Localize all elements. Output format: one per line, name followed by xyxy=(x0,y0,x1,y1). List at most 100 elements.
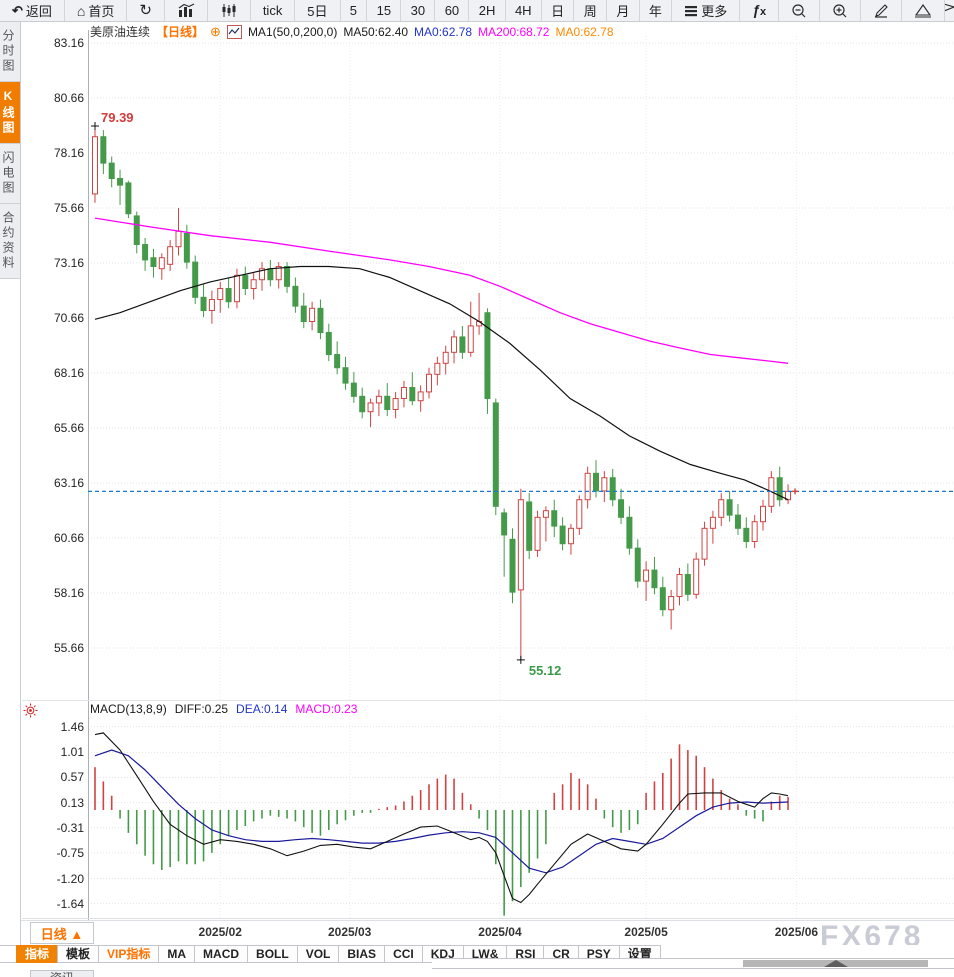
home-button[interactable]: ⌂ 首页 xyxy=(65,0,128,21)
ma0-orange-value: MA0:62.78 xyxy=(555,24,614,39)
interval-4h-button-label: 4H xyxy=(514,3,532,18)
interval-week-button[interactable]: 周 xyxy=(574,0,608,21)
sidebar-tab-contract[interactable]: 合约资料 xyxy=(0,204,20,279)
tab-vip-indicator[interactable]: VIP指标 xyxy=(98,945,160,963)
ma50-value: MA50:62.40 xyxy=(343,24,409,39)
period-selector-button[interactable]: 日线 ▲ xyxy=(30,922,94,944)
macd-settings-label: MACD(13,8,9) xyxy=(90,701,167,716)
zoom-in-button[interactable] xyxy=(820,0,862,21)
interval-tick-button[interactable]: tick xyxy=(251,0,296,21)
macd-axis-label: -1.64 xyxy=(56,896,84,911)
diff-value: DIFF:0.25 xyxy=(174,701,229,716)
interval-60-button[interactable]: 60 xyxy=(435,0,470,21)
ma-settings-label: MA1(50,0,200,0) xyxy=(247,24,338,39)
tab-news-partial[interactable]: 资讯 xyxy=(30,970,94,977)
top-toolbar: ↶ 返回 ⌂ 首页 ↻ tick 5日 5 15 30 60 2H 4H 日周月年更多 ƒx xyxy=(0,0,954,22)
candlestick-button[interactable] xyxy=(208,0,251,21)
macd-axis-label: -0.31 xyxy=(56,820,84,835)
low-price-label: 55.12 xyxy=(529,663,562,678)
price-axis-label: 60.66 xyxy=(53,531,84,545)
draw-button[interactable] xyxy=(861,0,903,21)
ma50-line xyxy=(94,265,789,501)
panel-drag-handle[interactable] xyxy=(743,960,928,967)
shape-flag-button[interactable] xyxy=(944,0,954,21)
interval-15-button[interactable]: 15 xyxy=(367,0,402,21)
x-axis-row xyxy=(21,920,954,946)
tab-ma[interactable]: MA xyxy=(158,945,196,963)
add-overlay-icon[interactable]: ⊕ xyxy=(210,24,221,39)
ma200-line xyxy=(94,217,789,364)
interval-5d-button[interactable]: 5日 xyxy=(295,0,341,21)
sidebar-tab-lightning[interactable]: 闪电图 xyxy=(0,144,20,204)
candles xyxy=(92,125,792,660)
interval-tick-button-label: tick xyxy=(262,3,283,18)
sidebar-tab-timeshare[interactable]: 分时图 xyxy=(0,22,20,82)
dea-value: DEA:0.14 xyxy=(236,701,288,716)
interval-month-button[interactable]: 月 xyxy=(607,0,640,21)
month-axis-label: 2025/05 xyxy=(624,925,668,939)
dea-line xyxy=(94,749,789,874)
price-axis-label: 70.66 xyxy=(53,311,84,325)
tabs-row-spacer xyxy=(0,945,17,963)
interval-year-button[interactable]: 年 xyxy=(640,0,673,21)
home-button-label: 首页 xyxy=(88,4,115,19)
interval-day-button[interactable]: 日 xyxy=(542,0,575,21)
macd-axis-label: -0.75 xyxy=(56,845,84,860)
month-axis-label: 2025/03 xyxy=(327,925,372,939)
interval-month-button-label: 月 xyxy=(616,4,630,19)
sidebar-tab-kline[interactable]: K线图 xyxy=(0,82,20,144)
more-button[interactable]: 更多 xyxy=(672,0,741,21)
high-price-label: 79.39 xyxy=(101,110,134,125)
back-button[interactable]: ↶ 返回 xyxy=(0,0,65,21)
interval-day-button-label: 日 xyxy=(551,4,565,19)
zoom-in-icon xyxy=(832,3,848,19)
fx-button[interactable]: ƒx xyxy=(740,0,780,21)
interval-4h-button[interactable]: 4H xyxy=(506,0,542,21)
bar-chart-button[interactable] xyxy=(165,0,208,21)
price-axis-label: 68.16 xyxy=(53,366,84,380)
tab-template[interactable]: 模板 xyxy=(57,945,100,963)
interval-30-button[interactable]: 30 xyxy=(401,0,436,21)
back-button-label: 返回 xyxy=(25,4,52,19)
price-axis-label: 80.66 xyxy=(53,91,84,105)
bar-chart-icon xyxy=(177,3,195,18)
zoom-out-icon xyxy=(791,3,807,19)
interval-5d-button-label: 5日 xyxy=(307,4,328,19)
price-axis-label: 58.16 xyxy=(53,586,84,600)
interval-2h-button[interactable]: 2H xyxy=(469,0,506,21)
interval-60-button-label: 60 xyxy=(444,3,460,18)
macd-value: MACD:0.23 xyxy=(295,701,358,716)
macd-axis-label: 1.46 xyxy=(60,719,84,734)
annotations: 79.39 55.12 xyxy=(91,110,561,678)
tab-vol[interactable]: VOL xyxy=(296,945,340,963)
period-tag: 【日线】 xyxy=(156,25,205,39)
interval-5-button[interactable]: 5 xyxy=(341,0,368,21)
tab-cci[interactable]: CCI xyxy=(384,945,423,963)
ma-settings-icon[interactable] xyxy=(226,24,242,39)
month-axis-label: 2025/04 xyxy=(478,925,522,939)
interval-week-button-label: 周 xyxy=(583,4,597,19)
back-icon: ↶ xyxy=(11,3,23,18)
price-axis-label: 78.16 xyxy=(53,146,84,160)
tab-macd[interactable]: MACD xyxy=(194,945,249,963)
macd-axis-label: -1.20 xyxy=(56,871,84,886)
tab-boll[interactable]: BOLL xyxy=(247,945,298,963)
refresh-button[interactable]: ↻ xyxy=(127,0,165,21)
interval-15-button-label: 15 xyxy=(376,3,392,18)
shape-triangle-button[interactable] xyxy=(902,0,945,21)
home-icon: ⌂ xyxy=(76,2,86,19)
interval-year-button-label: 年 xyxy=(648,4,662,19)
indicator-settings-icon[interactable] xyxy=(23,703,38,723)
tab-indicator[interactable]: 指标 xyxy=(16,945,59,963)
price-axis-label: 65.66 xyxy=(53,421,84,435)
fx-icon: ƒx xyxy=(752,2,767,18)
macd-histogram xyxy=(94,744,789,916)
macd-axis-label: 1.01 xyxy=(60,745,84,760)
expand-panel-icon xyxy=(823,960,848,967)
tab-bias[interactable]: BIAS xyxy=(338,945,386,963)
diff-line xyxy=(94,732,789,904)
zoom-out-button[interactable] xyxy=(779,0,821,21)
ma200-value: MA200:68.72 xyxy=(478,24,550,39)
